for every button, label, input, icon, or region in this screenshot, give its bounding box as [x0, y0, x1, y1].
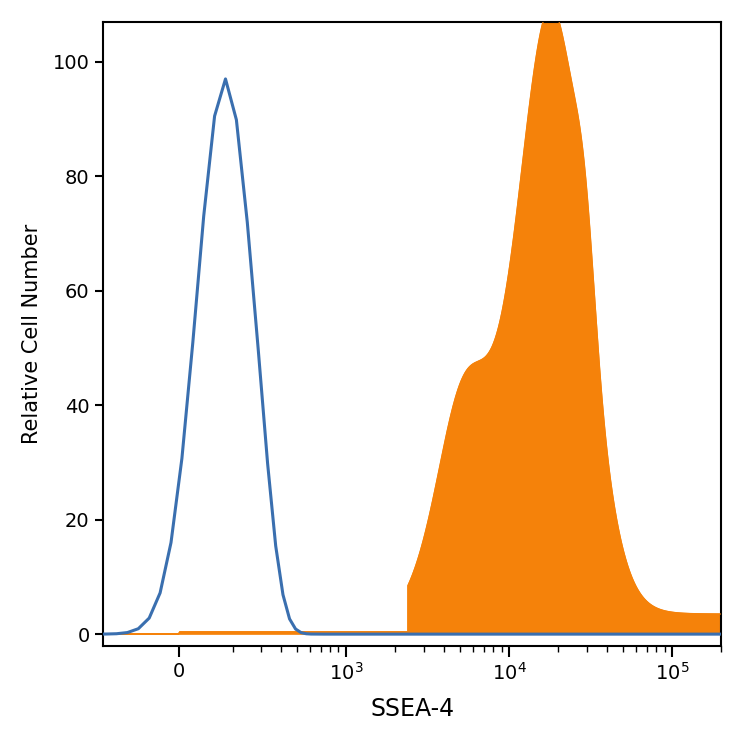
- X-axis label: SSEA-4: SSEA-4: [370, 698, 454, 721]
- Polygon shape: [97, 7, 721, 634]
- Y-axis label: Relative Cell Number: Relative Cell Number: [22, 224, 42, 444]
